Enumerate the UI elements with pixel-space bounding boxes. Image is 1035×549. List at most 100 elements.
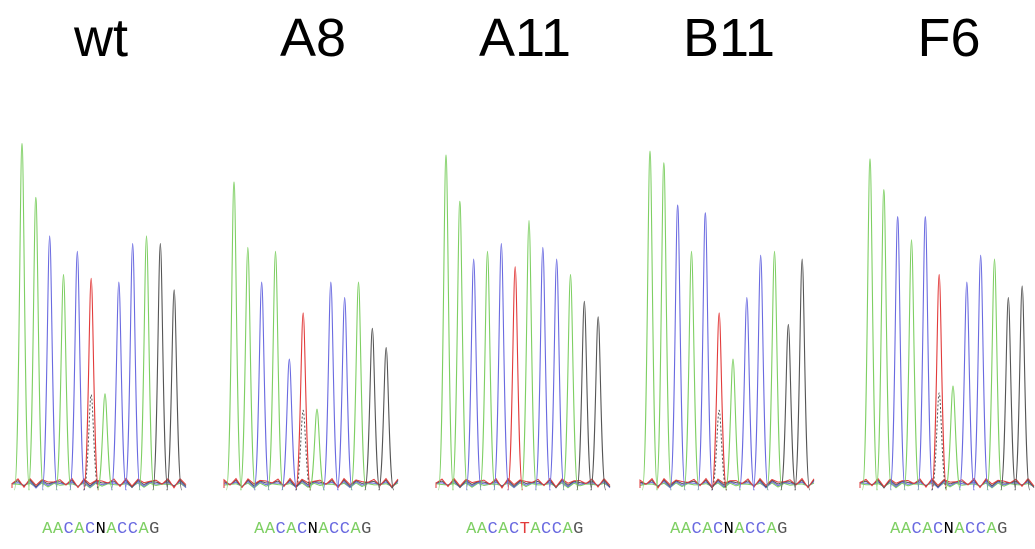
base-letter: C	[329, 520, 340, 539]
baseline-noise-C	[639, 480, 815, 489]
trace-peak	[451, 200, 468, 491]
base-letter: A	[562, 520, 574, 539]
trace-peak	[239, 246, 256, 491]
base-letter: C	[127, 520, 139, 539]
trace-peak	[724, 358, 742, 491]
base-letter: C	[508, 520, 520, 539]
base-letter: A	[900, 520, 912, 539]
base-letter: C	[551, 520, 563, 539]
trace-peak	[520, 219, 538, 491]
trace-peak	[794, 258, 811, 491]
trace-peak	[507, 266, 524, 491]
trace-peak	[281, 358, 298, 491]
sample-panel: F6 AACACNACCAG	[856, 0, 1035, 549]
sample-title: B11	[682, 8, 776, 68]
base-letter: T	[519, 520, 531, 539]
base-letter: A	[766, 520, 778, 539]
base-letter: A	[890, 520, 901, 539]
base-letter: C	[745, 520, 756, 539]
trace-peak	[641, 150, 659, 491]
baseline-noise-T	[435, 477, 611, 489]
trace-peak	[479, 250, 496, 491]
base-letter: N	[95, 520, 107, 539]
trace-peak	[96, 393, 114, 491]
trace-peak	[576, 300, 593, 491]
base-letter: C	[117, 520, 128, 539]
sample-panel: wt AACACNACCAG	[8, 0, 194, 549]
trace-peak	[548, 258, 565, 491]
trace-peak	[138, 235, 155, 491]
base-letter: A	[498, 520, 509, 539]
baseline-noise-C	[11, 480, 187, 489]
base-letter: A	[42, 520, 53, 539]
base-letter: G	[777, 520, 788, 539]
baseline-noise-G	[435, 479, 611, 489]
trace-peak	[875, 189, 892, 491]
chromatogram-trace	[11, 142, 187, 491]
trace-peak	[944, 385, 962, 491]
trace-peak	[267, 250, 284, 491]
trace-peak	[27, 196, 44, 491]
trace-peak	[711, 312, 728, 491]
trace-peak	[69, 250, 86, 491]
base-letter: A	[350, 520, 362, 539]
base-sequence: AACACNACCAG	[636, 520, 822, 539]
chromatogram-trace	[859, 158, 1035, 491]
trace-peak	[958, 281, 975, 491]
trace-peak	[590, 316, 607, 491]
base-sequence: AACACNACCAG	[220, 520, 406, 539]
trace-peak	[917, 216, 934, 491]
trace-peak	[562, 273, 579, 491]
trace-peak	[465, 258, 482, 491]
trace-peak	[308, 408, 326, 491]
base-letter: C	[965, 520, 976, 539]
base-letter: A	[318, 520, 330, 539]
base-letter: A	[466, 520, 477, 539]
trace-peak	[752, 254, 769, 491]
base-letter: C	[339, 520, 351, 539]
base-letter: A	[530, 520, 542, 539]
trace-peak	[986, 258, 1003, 491]
baseline-noise-T	[639, 477, 815, 489]
base-letter: A	[670, 520, 681, 539]
trace-peak	[225, 181, 243, 491]
baseline-noise-A	[223, 482, 399, 489]
trace-peak	[972, 254, 989, 491]
sample-title: A8	[279, 8, 347, 68]
base-letter: G	[361, 520, 372, 539]
trace-peak-secondary	[83, 394, 100, 491]
base-letter: C	[487, 520, 499, 539]
trace-peak	[83, 277, 100, 491]
trace-peak	[655, 162, 672, 491]
base-letter: A	[986, 520, 998, 539]
base-letter: C	[911, 520, 923, 539]
base-letter: C	[275, 520, 287, 539]
baseline-noise-A	[639, 482, 815, 489]
base-letter: C	[63, 520, 75, 539]
base-letter: A	[254, 520, 265, 539]
sample-title: F6	[917, 8, 981, 68]
base-letter: A	[734, 520, 746, 539]
trace-peak	[336, 296, 353, 491]
sample-title: wt	[74, 8, 128, 68]
trace-peak	[861, 158, 879, 491]
base-letter: A	[476, 520, 488, 539]
trace-peak	[55, 273, 72, 491]
chromatogram-trace	[435, 154, 611, 491]
chromatogram-trace	[223, 181, 399, 491]
base-letter: A	[954, 520, 966, 539]
base-letter: C	[691, 520, 703, 539]
trace-peak	[124, 243, 141, 491]
trace-peak	[697, 212, 714, 491]
base-letter: A	[702, 520, 713, 539]
base-letter: A	[922, 520, 933, 539]
base-letter: N	[723, 520, 735, 539]
trace-peak	[931, 273, 948, 491]
trace-peak-secondary	[931, 392, 948, 491]
sample-panel: B11 AACACNACCAG	[636, 0, 822, 549]
trace-peak	[166, 289, 183, 491]
trace-peak-secondary	[295, 409, 312, 491]
base-letter: G	[149, 520, 160, 539]
trace-peak	[903, 239, 920, 491]
trace-peak	[669, 204, 686, 491]
